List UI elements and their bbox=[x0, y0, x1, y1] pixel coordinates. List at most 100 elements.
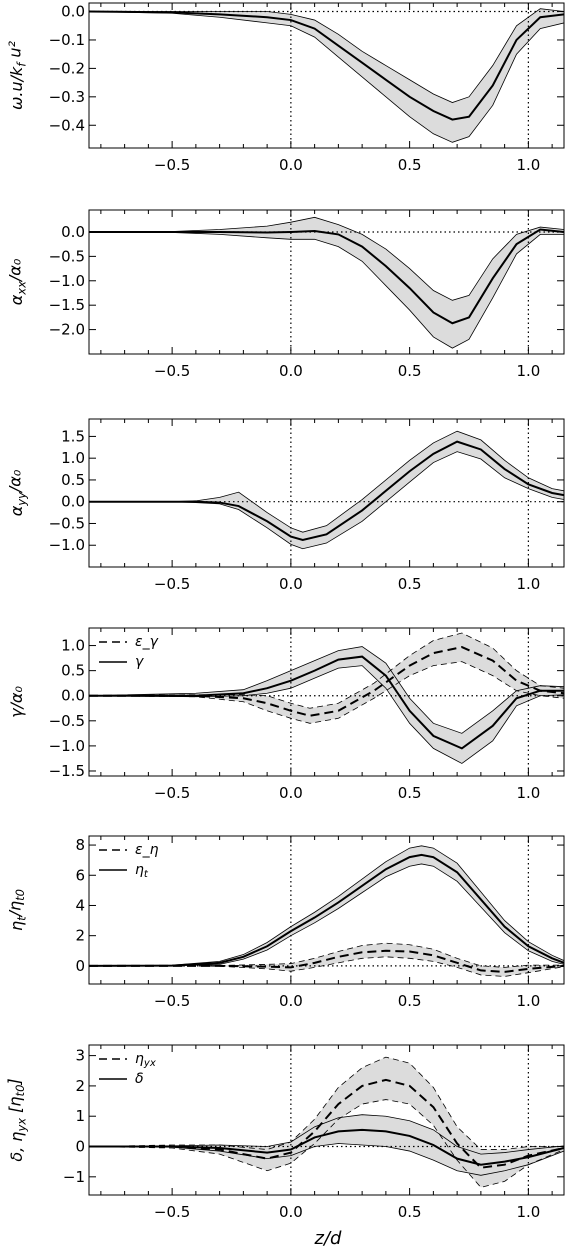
band-edge-low-1 bbox=[89, 1099, 564, 1188]
band-edge-high-1 bbox=[89, 216, 564, 301]
legend-label: γ bbox=[135, 654, 144, 670]
y-tick-label: −1 bbox=[63, 1168, 85, 1186]
y-tick-label: 0.5 bbox=[61, 662, 85, 680]
y-tick-label: 0.0 bbox=[61, 493, 85, 511]
y-tick-label: −1.0 bbox=[49, 272, 85, 290]
y-axis-label: δ, ηyx​ [ηt0​] bbox=[4, 1078, 28, 1161]
y-tick-label: 0.0 bbox=[61, 687, 85, 705]
band-edge-high-1 bbox=[89, 1056, 564, 1150]
y-tick-label: 2 bbox=[75, 1077, 85, 1095]
x-tick-label: 0.5 bbox=[398, 362, 422, 380]
axes-frame bbox=[88, 627, 565, 777]
y-tick-label: −1.5 bbox=[49, 296, 85, 314]
error-band-1 bbox=[89, 431, 564, 549]
y-tick-label: −0.5 bbox=[49, 514, 85, 532]
y-tick-label: 0.5 bbox=[61, 471, 85, 489]
x-tick-label: 1.0 bbox=[516, 992, 540, 1010]
y-tick-label: −0.3 bbox=[49, 88, 85, 106]
axes-frame bbox=[88, 209, 565, 355]
band-edge-low-2 bbox=[89, 1143, 564, 1176]
band-edge-high-2 bbox=[89, 845, 564, 967]
x-tick-label: 1.0 bbox=[516, 784, 540, 802]
error-band-1 bbox=[89, 633, 564, 724]
band-edge-low-1 bbox=[89, 11, 564, 143]
band-edge-low-1 bbox=[89, 661, 564, 724]
plot-area bbox=[89, 3, 564, 148]
x-tick-label: 0.0 bbox=[279, 156, 303, 174]
y-tick-label: −1.0 bbox=[49, 536, 85, 554]
y-tick-label: −0.5 bbox=[49, 247, 85, 265]
y-axis-label: αxx​/α₀ bbox=[6, 258, 29, 305]
x-tick-label: 1.0 bbox=[516, 156, 540, 174]
axes-frame bbox=[88, 835, 565, 985]
y-tick-label: −0.1 bbox=[49, 31, 85, 49]
y-tick-label: 1.5 bbox=[61, 427, 85, 445]
panel-2: −0.5 0.0 0.5 1.0 0.0 −0.5 −1.0 −1.5 −2.0 αxx​/α₀ bbox=[6, 209, 565, 380]
error-band-1 bbox=[89, 217, 564, 349]
plot-area bbox=[89, 628, 564, 776]
x-tick-label: 0.0 bbox=[279, 1203, 303, 1221]
legend-label: ηt​ bbox=[135, 862, 149, 880]
x-tick-label: 1.0 bbox=[516, 575, 540, 593]
legend-label: ε_η bbox=[135, 842, 159, 858]
x-tick-label: 0.0 bbox=[279, 784, 303, 802]
x-tick-label: 0.0 bbox=[279, 362, 303, 380]
band-edge-low-1 bbox=[89, 956, 564, 977]
y-tick-label: 1 bbox=[75, 1107, 85, 1125]
y-tick-label: −0.4 bbox=[49, 116, 85, 134]
y-tick-label: 8 bbox=[75, 836, 85, 854]
band-edge-high-1 bbox=[89, 430, 564, 533]
axes-frame bbox=[88, 2, 565, 149]
y-tick-label: 0 bbox=[75, 1138, 85, 1156]
y-tick-label: −1.5 bbox=[49, 762, 85, 780]
panel-3: −0.5 0.0 0.5 1.0 1.5 1.0 0.5 0.0 −0.5 −1.0 αyy​/α₀ bbox=[6, 418, 565, 593]
x-tick-label: −0.5 bbox=[154, 992, 190, 1010]
band-edge-low-1 bbox=[89, 451, 564, 550]
y-tick-label: 1.0 bbox=[61, 637, 85, 655]
x-tick-label: 0.5 bbox=[398, 992, 422, 1010]
y-axis-label: γ/α₀ bbox=[7, 686, 26, 718]
x-tick-label: 0.5 bbox=[398, 156, 422, 174]
y-tick-label: 4 bbox=[75, 896, 85, 914]
y-axis-label: αyy​/α₀ bbox=[6, 469, 29, 516]
band-edge-high-1 bbox=[89, 8, 564, 103]
band-edge-low-1 bbox=[89, 231, 564, 349]
x-tick-label: 0.5 bbox=[398, 1203, 422, 1221]
y-tick-label: −1.0 bbox=[49, 737, 85, 755]
legend-label: δ bbox=[135, 1071, 144, 1087]
band-edge-high-1 bbox=[89, 942, 564, 968]
y-tick-label: 3 bbox=[75, 1047, 85, 1065]
plot-area bbox=[89, 419, 564, 567]
y-tick-label: −2.0 bbox=[49, 321, 85, 339]
y-tick-label: −0.2 bbox=[49, 59, 85, 77]
y-tick-label: 0 bbox=[75, 957, 85, 975]
series-line-1 bbox=[89, 1078, 564, 1169]
band-edge-low-2 bbox=[89, 863, 564, 967]
error-band-2 bbox=[89, 646, 564, 764]
panel-5: −0.5 0.0 0.5 1.0 8 6 4 2 0 ηt​/ηt0​ ε_η ηt​ bbox=[6, 835, 565, 1010]
y-tick-label: −0.5 bbox=[49, 712, 85, 730]
series-line-1 bbox=[89, 10, 564, 121]
panel-4: −0.5 0.0 0.5 1.0 1.0 0.5 0.0 −0.5 −1.0 −1.5 γ/α₀ ε_… bbox=[7, 627, 565, 802]
band-edge-high-2 bbox=[89, 1114, 564, 1155]
series-line-2 bbox=[89, 853, 564, 967]
x-tick-label: 0.0 bbox=[279, 992, 303, 1010]
x-tick-label: 0.5 bbox=[398, 784, 422, 802]
error-band-2 bbox=[89, 845, 564, 966]
series-line-1 bbox=[89, 646, 564, 717]
y-axis-label: ω.u/kf​ u² bbox=[6, 40, 29, 110]
x-tick-label: −0.5 bbox=[154, 362, 190, 380]
band-edge-high-2 bbox=[89, 646, 564, 734]
x-axis-label: z/d bbox=[314, 1228, 343, 1249]
series-line-2 bbox=[89, 655, 564, 750]
band-edge-low-2 bbox=[89, 665, 564, 764]
axes-frame bbox=[88, 1044, 565, 1196]
plot-area bbox=[89, 210, 564, 354]
x-tick-label: 0.0 bbox=[279, 575, 303, 593]
legend-label: ηyx​ bbox=[135, 1051, 157, 1069]
x-tick-label: 0.5 bbox=[398, 575, 422, 593]
y-tick-label: 0.0 bbox=[61, 223, 85, 241]
x-tick-label: 1.0 bbox=[516, 362, 540, 380]
x-tick-label: 1.0 bbox=[516, 1203, 540, 1221]
